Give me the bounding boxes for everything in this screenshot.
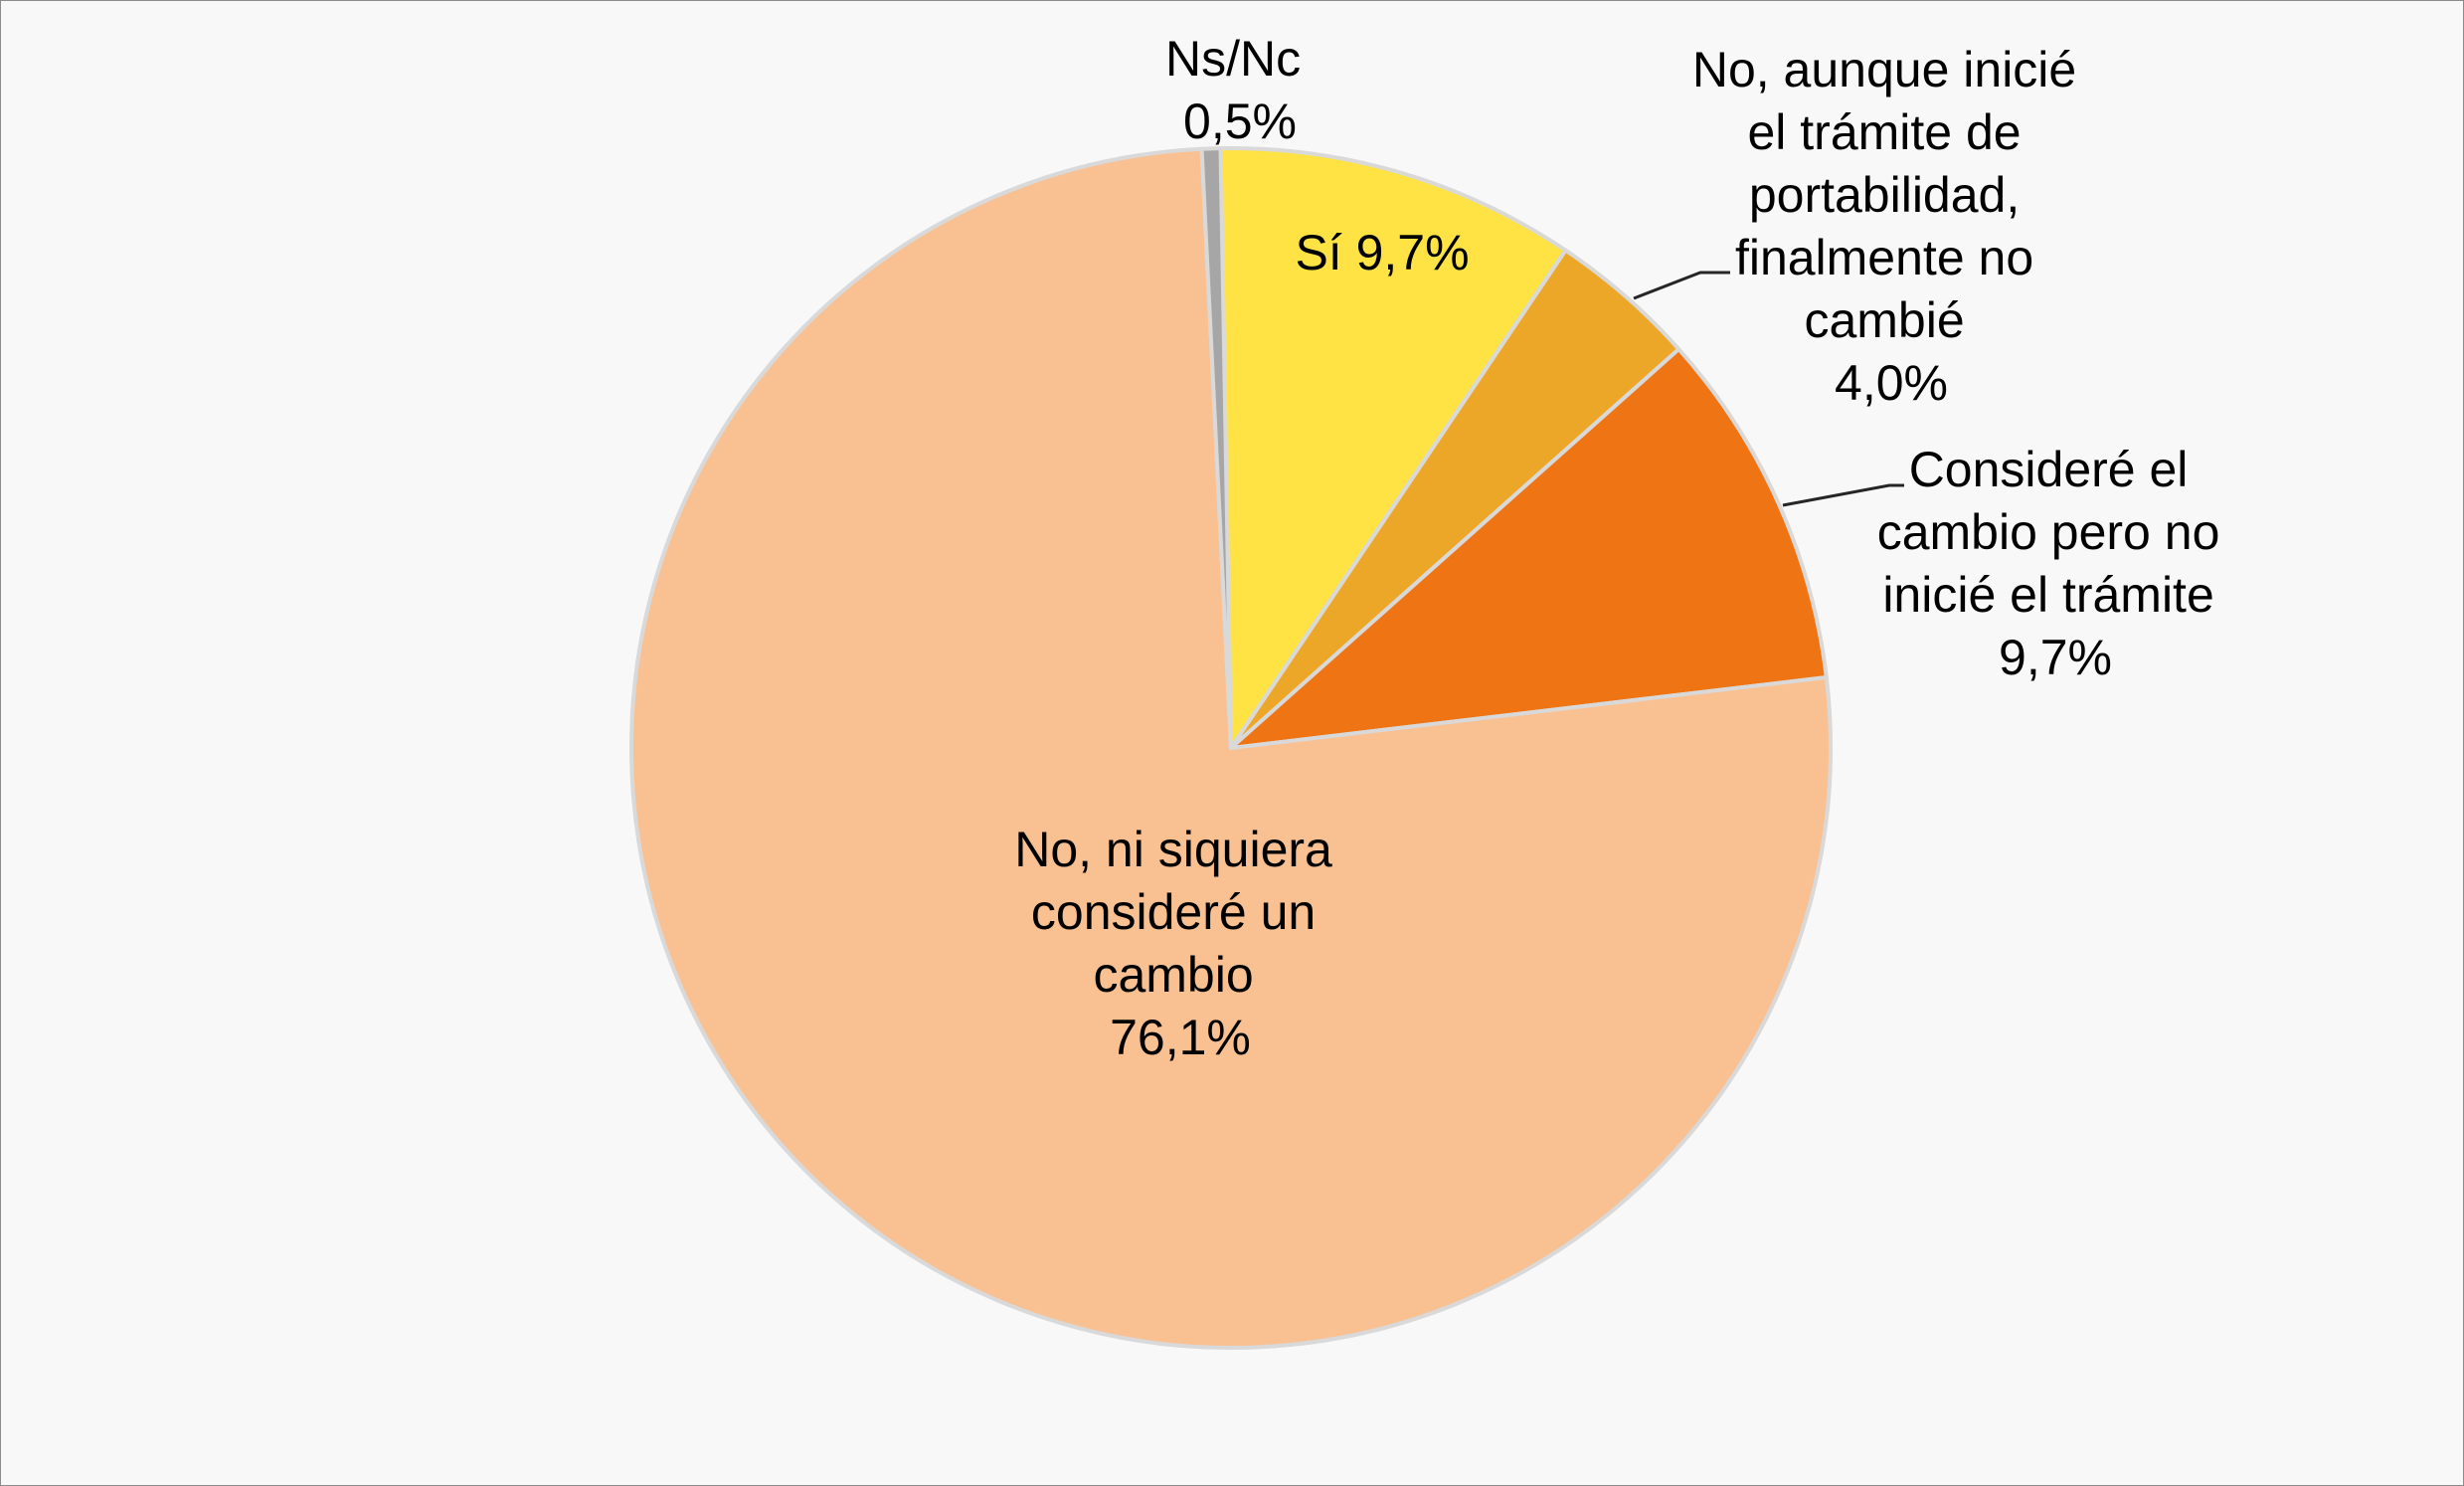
label-considere: Consideré el cambio pero no inicié el tr… bbox=[1877, 442, 2234, 685]
leader-no-aunque bbox=[1633, 271, 1730, 300]
pie-slices bbox=[629, 146, 1833, 1350]
leader-lines bbox=[1633, 271, 1904, 507]
label-no-aunque: No, aunque inicié el trámite de portabil… bbox=[1692, 42, 2090, 411]
slice-considere bbox=[1229, 347, 1829, 750]
slice-ns-nc bbox=[1199, 146, 1233, 750]
label-ns-nc: Ns/Nc 0,5% bbox=[1165, 31, 1315, 149]
slice-labels: Sí 9,7% No, aunque inicié el trámite de … bbox=[1014, 31, 2234, 1065]
leader-considere bbox=[1782, 483, 1904, 507]
label-no-ni-siquiera: No, ni siquiera consideré un cambio 76,1… bbox=[1014, 822, 1346, 1065]
label-si: Sí 9,7% bbox=[1295, 225, 1469, 280]
slice-si bbox=[1218, 146, 1568, 750]
